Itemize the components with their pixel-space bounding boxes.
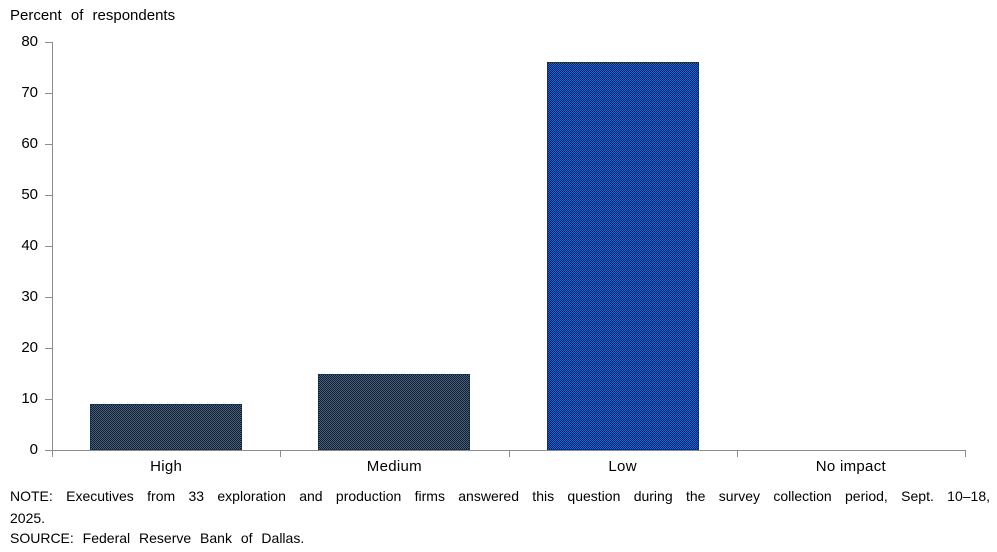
source-text: SOURCE: Federal Reserve Bank of Dallas.	[10, 530, 305, 546]
bar-high	[90, 404, 243, 450]
x-axis-label: Low	[608, 458, 637, 475]
y-axis-tick-label: 40	[21, 237, 38, 254]
y-axis-tick-label: 20	[21, 339, 38, 356]
x-axis-tick	[965, 451, 966, 457]
x-axis-tick	[52, 451, 53, 457]
x-axis-label: No impact	[815, 458, 886, 475]
x-axis-label: High	[150, 458, 183, 475]
y-axis-tick	[45, 93, 52, 94]
y-axis-tick-label: 10	[21, 390, 38, 407]
y-axis-tick	[45, 144, 52, 145]
plot-area	[52, 42, 966, 451]
y-axis-tick	[45, 195, 52, 196]
y-axis-tick-label: 60	[21, 135, 38, 152]
note-line-2: 2025.	[10, 510, 46, 526]
bar-medium	[318, 373, 471, 450]
y-axis-tick	[45, 246, 52, 247]
y-axis-tick	[45, 348, 52, 349]
bar-low	[546, 62, 699, 450]
note-line-1: NOTE: Executives from 33 exploration and…	[10, 488, 990, 504]
y-axis-tick-label: 50	[21, 186, 38, 203]
y-axis-title: Percent of respondents	[10, 7, 176, 24]
footnote-block: NOTE: Executives from 33 exploration and…	[10, 485, 990, 546]
x-axis-tick	[736, 451, 738, 457]
x-axis-tick	[508, 451, 510, 457]
x-axis-tick	[280, 451, 282, 457]
y-axis-tick-label: 80	[21, 33, 38, 50]
y-axis-tick-label: 30	[21, 288, 38, 305]
y-axis-tick-label: 0	[29, 441, 38, 458]
y-axis-tick	[45, 450, 52, 451]
x-axis-label: Medium	[366, 458, 422, 475]
y-axis-tick-label: 70	[21, 84, 38, 101]
y-axis-tick	[45, 399, 52, 400]
y-axis-tick	[45, 297, 52, 298]
y-axis-tick	[45, 42, 52, 43]
